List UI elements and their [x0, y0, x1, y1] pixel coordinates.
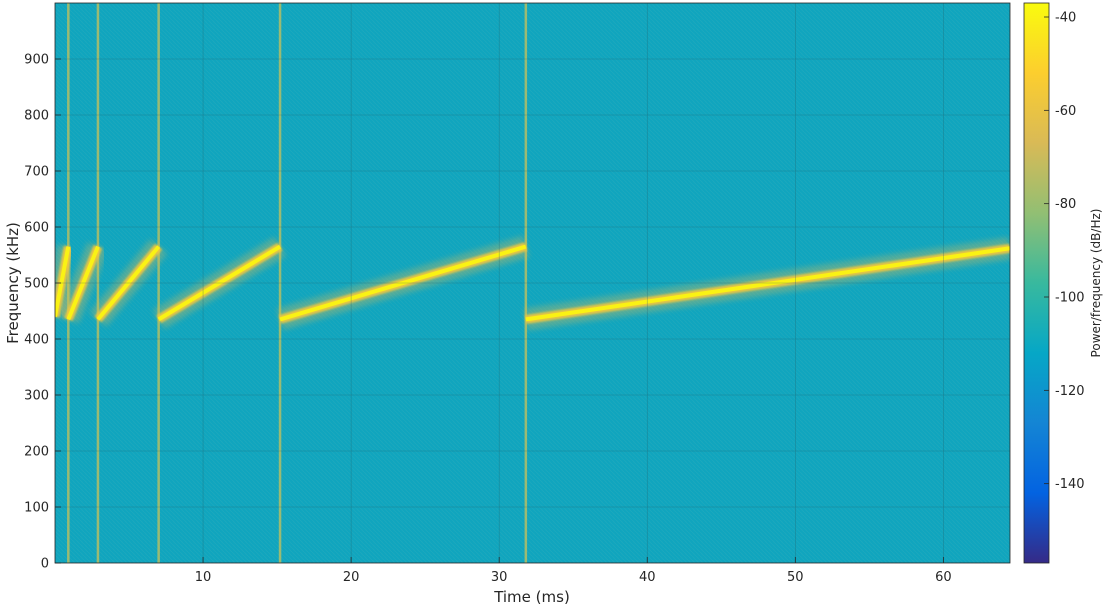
colorbar-tick-label: -60	[1055, 104, 1076, 119]
plot-area	[55, 3, 1010, 563]
x-tick-label: 20	[343, 570, 360, 585]
y-tick-label: 0	[41, 557, 49, 572]
chirp-line	[525, 246, 1010, 322]
chirp-lines	[55, 242, 1010, 324]
colorbar-tick-label: -100	[1055, 291, 1085, 306]
x-tick-label: 40	[639, 570, 656, 585]
colorbar: -40 -60 -80 -100 -120 -140 Power/frequency (d…	[1023, 2, 1103, 564]
transition-lines	[67, 3, 528, 563]
x-tick-label: 10	[195, 570, 212, 585]
x-tick-label: 30	[491, 570, 508, 585]
colorbar-ticks: -40 -60 -80 -100 -120 -140	[1044, 11, 1085, 492]
y-axis-label: Frequency (kHz)	[4, 222, 22, 344]
y-tick-label: 100	[24, 501, 49, 516]
colorbar-tick-label: -140	[1055, 477, 1085, 492]
y-tick-label: 200	[24, 445, 49, 460]
grid-lines	[55, 3, 1010, 563]
colorbar-tick-label: -120	[1055, 384, 1085, 399]
x-tick-label: 50	[787, 570, 804, 585]
chirp-line	[279, 244, 527, 322]
y-axis: 0 100 200 300 400 500 600 700 800 900	[24, 53, 61, 572]
x-axis-label: Time (ms)	[493, 588, 570, 606]
colorbar-label: Power/frequency (dB/Hz)	[1089, 209, 1103, 358]
colorbar-gradient	[1023, 2, 1050, 564]
x-tick-label: 60	[935, 570, 952, 585]
y-tick-label: 500	[24, 277, 49, 292]
y-tick-label: 800	[24, 109, 49, 124]
colorbar-tick-label: -40	[1055, 11, 1076, 26]
y-tick-label: 300	[24, 389, 49, 404]
y-tick-label: 900	[24, 53, 49, 68]
x-axis: 10 20 30 40 50 60	[195, 557, 952, 585]
chirp-line	[55, 246, 71, 317]
chirp-line	[96, 245, 161, 321]
chirp-line	[66, 245, 100, 321]
y-tick-label: 700	[24, 165, 49, 180]
colorbar-tick-label: -80	[1055, 197, 1076, 212]
y-tick-label: 400	[24, 333, 49, 348]
chirp-line	[157, 244, 282, 322]
y-tick-label: 600	[24, 221, 49, 236]
